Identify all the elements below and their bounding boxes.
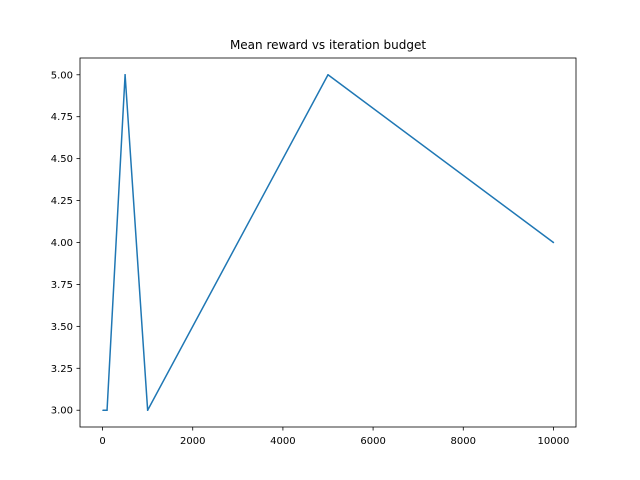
y-tick-label: 4.25 — [51, 196, 73, 207]
data-point — [327, 74, 329, 76]
y-tick-label: 3.25 — [51, 364, 73, 375]
data-point — [124, 74, 126, 76]
plot-area — [102, 74, 555, 411]
y-tick-label: 3.00 — [51, 406, 73, 417]
x-tick-label: 6000 — [360, 436, 385, 447]
data-point — [106, 409, 108, 411]
y-tick-label: 3.50 — [51, 322, 73, 333]
y-tick-label: 4.50 — [51, 154, 73, 165]
y-tick-label: 4.00 — [51, 238, 73, 249]
y-tick-label: 3.75 — [51, 280, 73, 291]
y-tick-label: 5.00 — [51, 70, 73, 81]
x-tick-label: 0 — [99, 436, 105, 447]
x-tick-label: 8000 — [451, 436, 476, 447]
x-tick-label: 4000 — [270, 436, 295, 447]
data-point — [102, 409, 104, 411]
x-tick-label: 2000 — [180, 436, 205, 447]
y-tick-label: 4.75 — [51, 112, 73, 123]
data-point — [552, 241, 555, 244]
y-axis: 3.00 3.25 3.50 3.75 4.00 4.25 4.50 4.75 5.00 — [51, 70, 80, 417]
x-axis: 0 2000 4000 6000 8000 10000 — [99, 427, 569, 447]
x-tick-label: 10000 — [538, 436, 570, 447]
chart-title: Mean reward vs iteration budget — [230, 38, 426, 52]
data-point — [146, 409, 149, 411]
